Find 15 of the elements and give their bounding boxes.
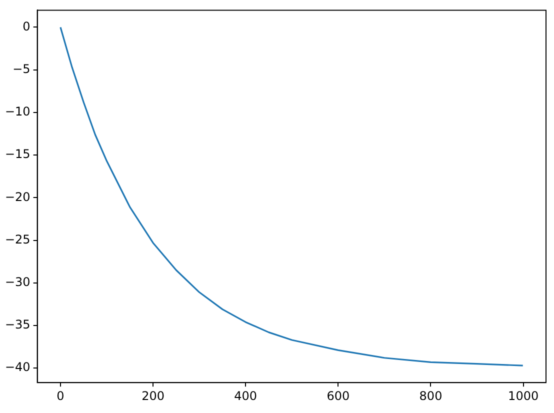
- x-tick-label: 1000: [508, 388, 539, 403]
- y-tick-label: −30: [4, 275, 30, 290]
- y-tick-label: −40: [4, 360, 30, 374]
- y-tick-label: −15: [4, 147, 30, 162]
- y-tick-label: −10: [4, 104, 30, 119]
- y-tick-label: −5: [12, 62, 30, 76]
- x-tick-label: 600: [326, 388, 350, 403]
- x-tick-label: 0: [56, 388, 64, 403]
- x-tick-label: 200: [142, 388, 164, 403]
- x-tick-label: 800: [419, 388, 442, 403]
- y-tick-label: −35: [4, 318, 30, 332]
- y-tick-label: −20: [4, 190, 30, 204]
- y-tick-label: 0: [22, 19, 30, 34]
- x-tick-label: 400: [234, 388, 258, 403]
- y-tick-label: −25: [4, 232, 30, 246]
